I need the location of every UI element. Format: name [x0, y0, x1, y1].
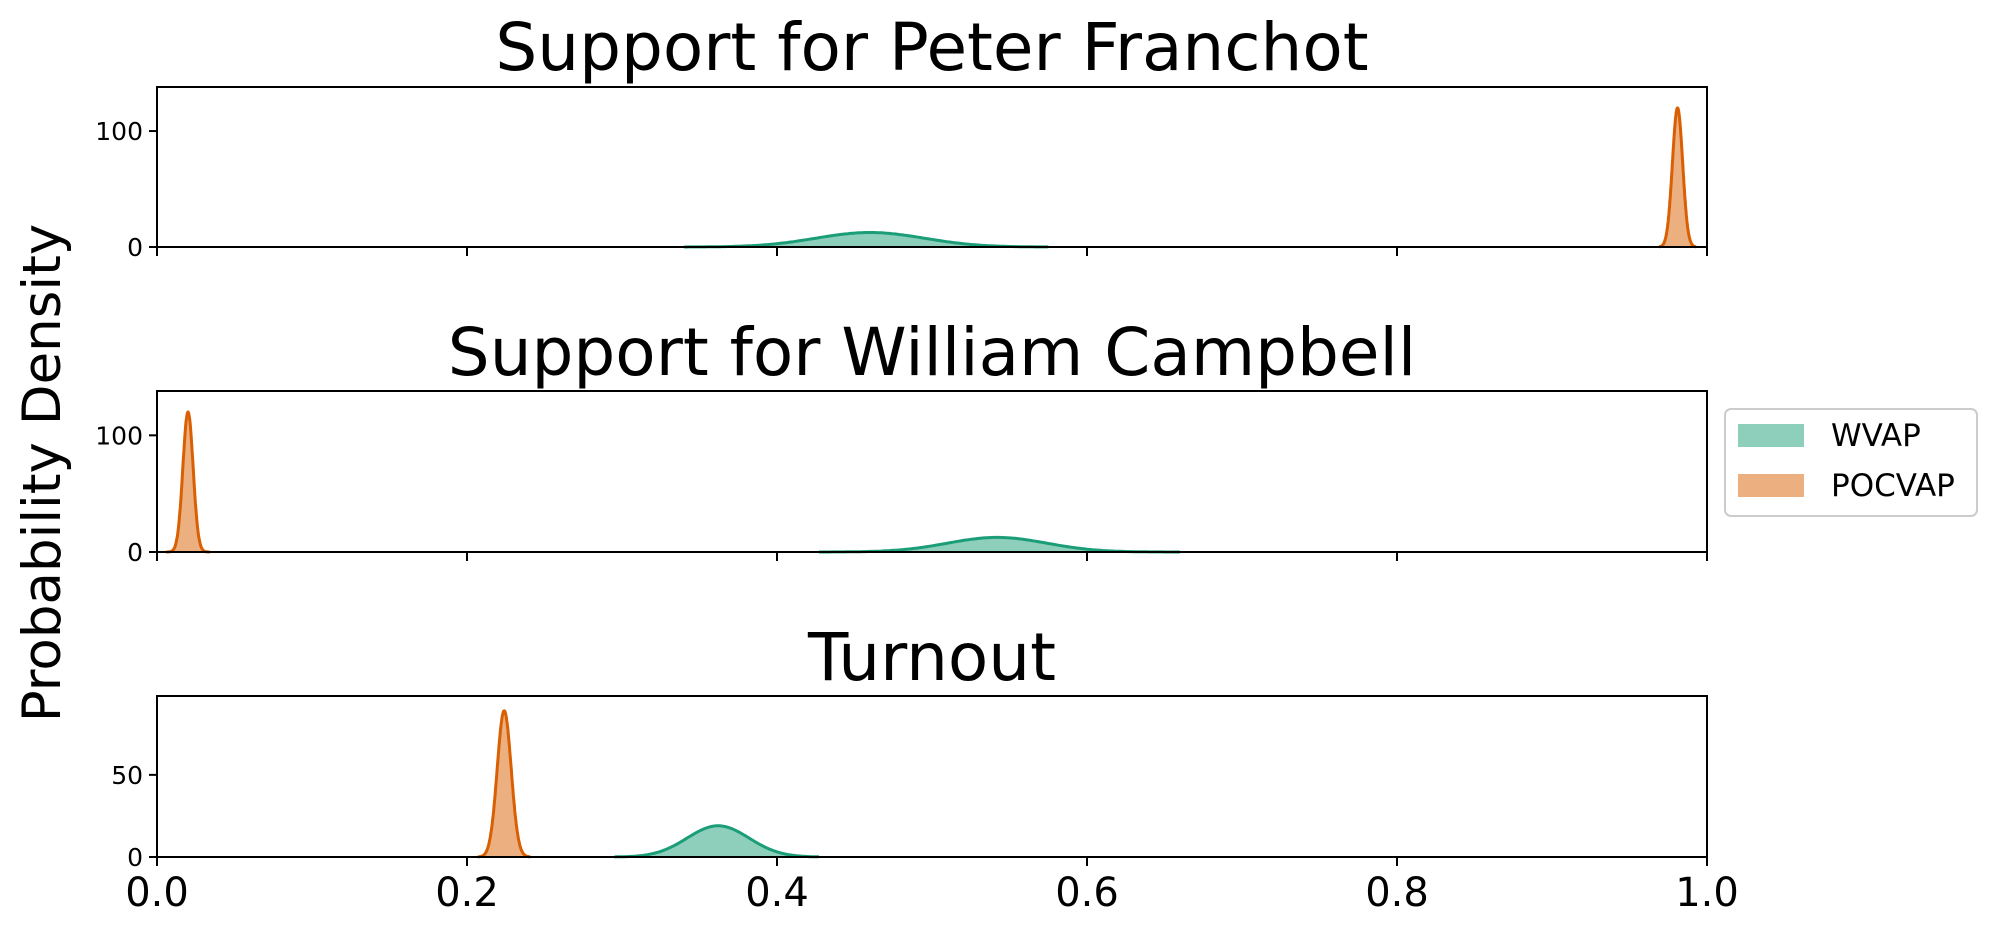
- density-area-pocvap-panel-0: [1659, 107, 1697, 248]
- panel-title-turnout: Turnout: [807, 619, 1056, 696]
- x-tick-label: 0.8: [1365, 870, 1429, 916]
- y-tick-label: 50: [111, 761, 143, 790]
- panel-frame: [156, 695, 1708, 858]
- y-tick-label: 0: [127, 233, 143, 262]
- legend-swatch-wvap: [1738, 424, 1804, 447]
- legend: WVAP POCVAP: [1724, 408, 1978, 517]
- y-tick-label: 100: [95, 421, 143, 450]
- panel-title-campbell: Support for William Campbell: [448, 314, 1416, 391]
- panel-turnout: Turnout 0 50 0.0 0.2 0.4 0.6 0.8 1.0: [111, 619, 1739, 916]
- x-tick-label: 0.4: [745, 870, 809, 916]
- density-line-pocvap-panel-2: [476, 709, 532, 859]
- x-tick-label: 1.0: [1675, 870, 1739, 916]
- density-area-pocvap-panel-2: [477, 710, 531, 857]
- y-tick-label: 0: [127, 538, 143, 567]
- panel-0-plot-area: 0 100: [95, 86, 1708, 262]
- density-line-pocvap-panel-1: [165, 410, 211, 554]
- legend-label-wvap: WVAP: [1831, 418, 1921, 454]
- panel-frame: [156, 390, 1708, 553]
- density-line-wvap-panel-0: [684, 231, 1049, 249]
- panel-2-plot-area: 0 50 0.0 0.2 0.4 0.6 0.8 1.0: [111, 695, 1739, 916]
- density-area-wvap-panel-1: [818, 537, 1180, 552]
- legend-swatch-pocvap: [1738, 474, 1804, 497]
- panel-1-plot-area: 0 100: [95, 390, 1708, 567]
- density-line-pocvap-panel-0: [1657, 106, 1698, 249]
- x-tick-label: 0.6: [1055, 870, 1119, 916]
- x-tick-label: 0.0: [125, 870, 189, 916]
- density-line-wvap-panel-2: [614, 824, 819, 859]
- density-area-pocvap-panel-1: [166, 412, 210, 552]
- y-tick-label: 0: [127, 843, 143, 872]
- y-tick-label: 100: [95, 117, 143, 146]
- y-axis-label: Probability Density: [12, 224, 73, 723]
- panel-frame: [156, 86, 1708, 248]
- legend-label-pocvap: POCVAP: [1831, 468, 1955, 504]
- panel-campbell: Support for William Campbell 0 100: [95, 314, 1708, 567]
- panel-franchot: Support for Peter Franchot 0 100: [95, 9, 1708, 262]
- panel-title-franchot: Support for Peter Franchot: [495, 9, 1368, 86]
- x-tick-label: 0.2: [435, 870, 499, 916]
- density-area-wvap-panel-2: [614, 825, 819, 857]
